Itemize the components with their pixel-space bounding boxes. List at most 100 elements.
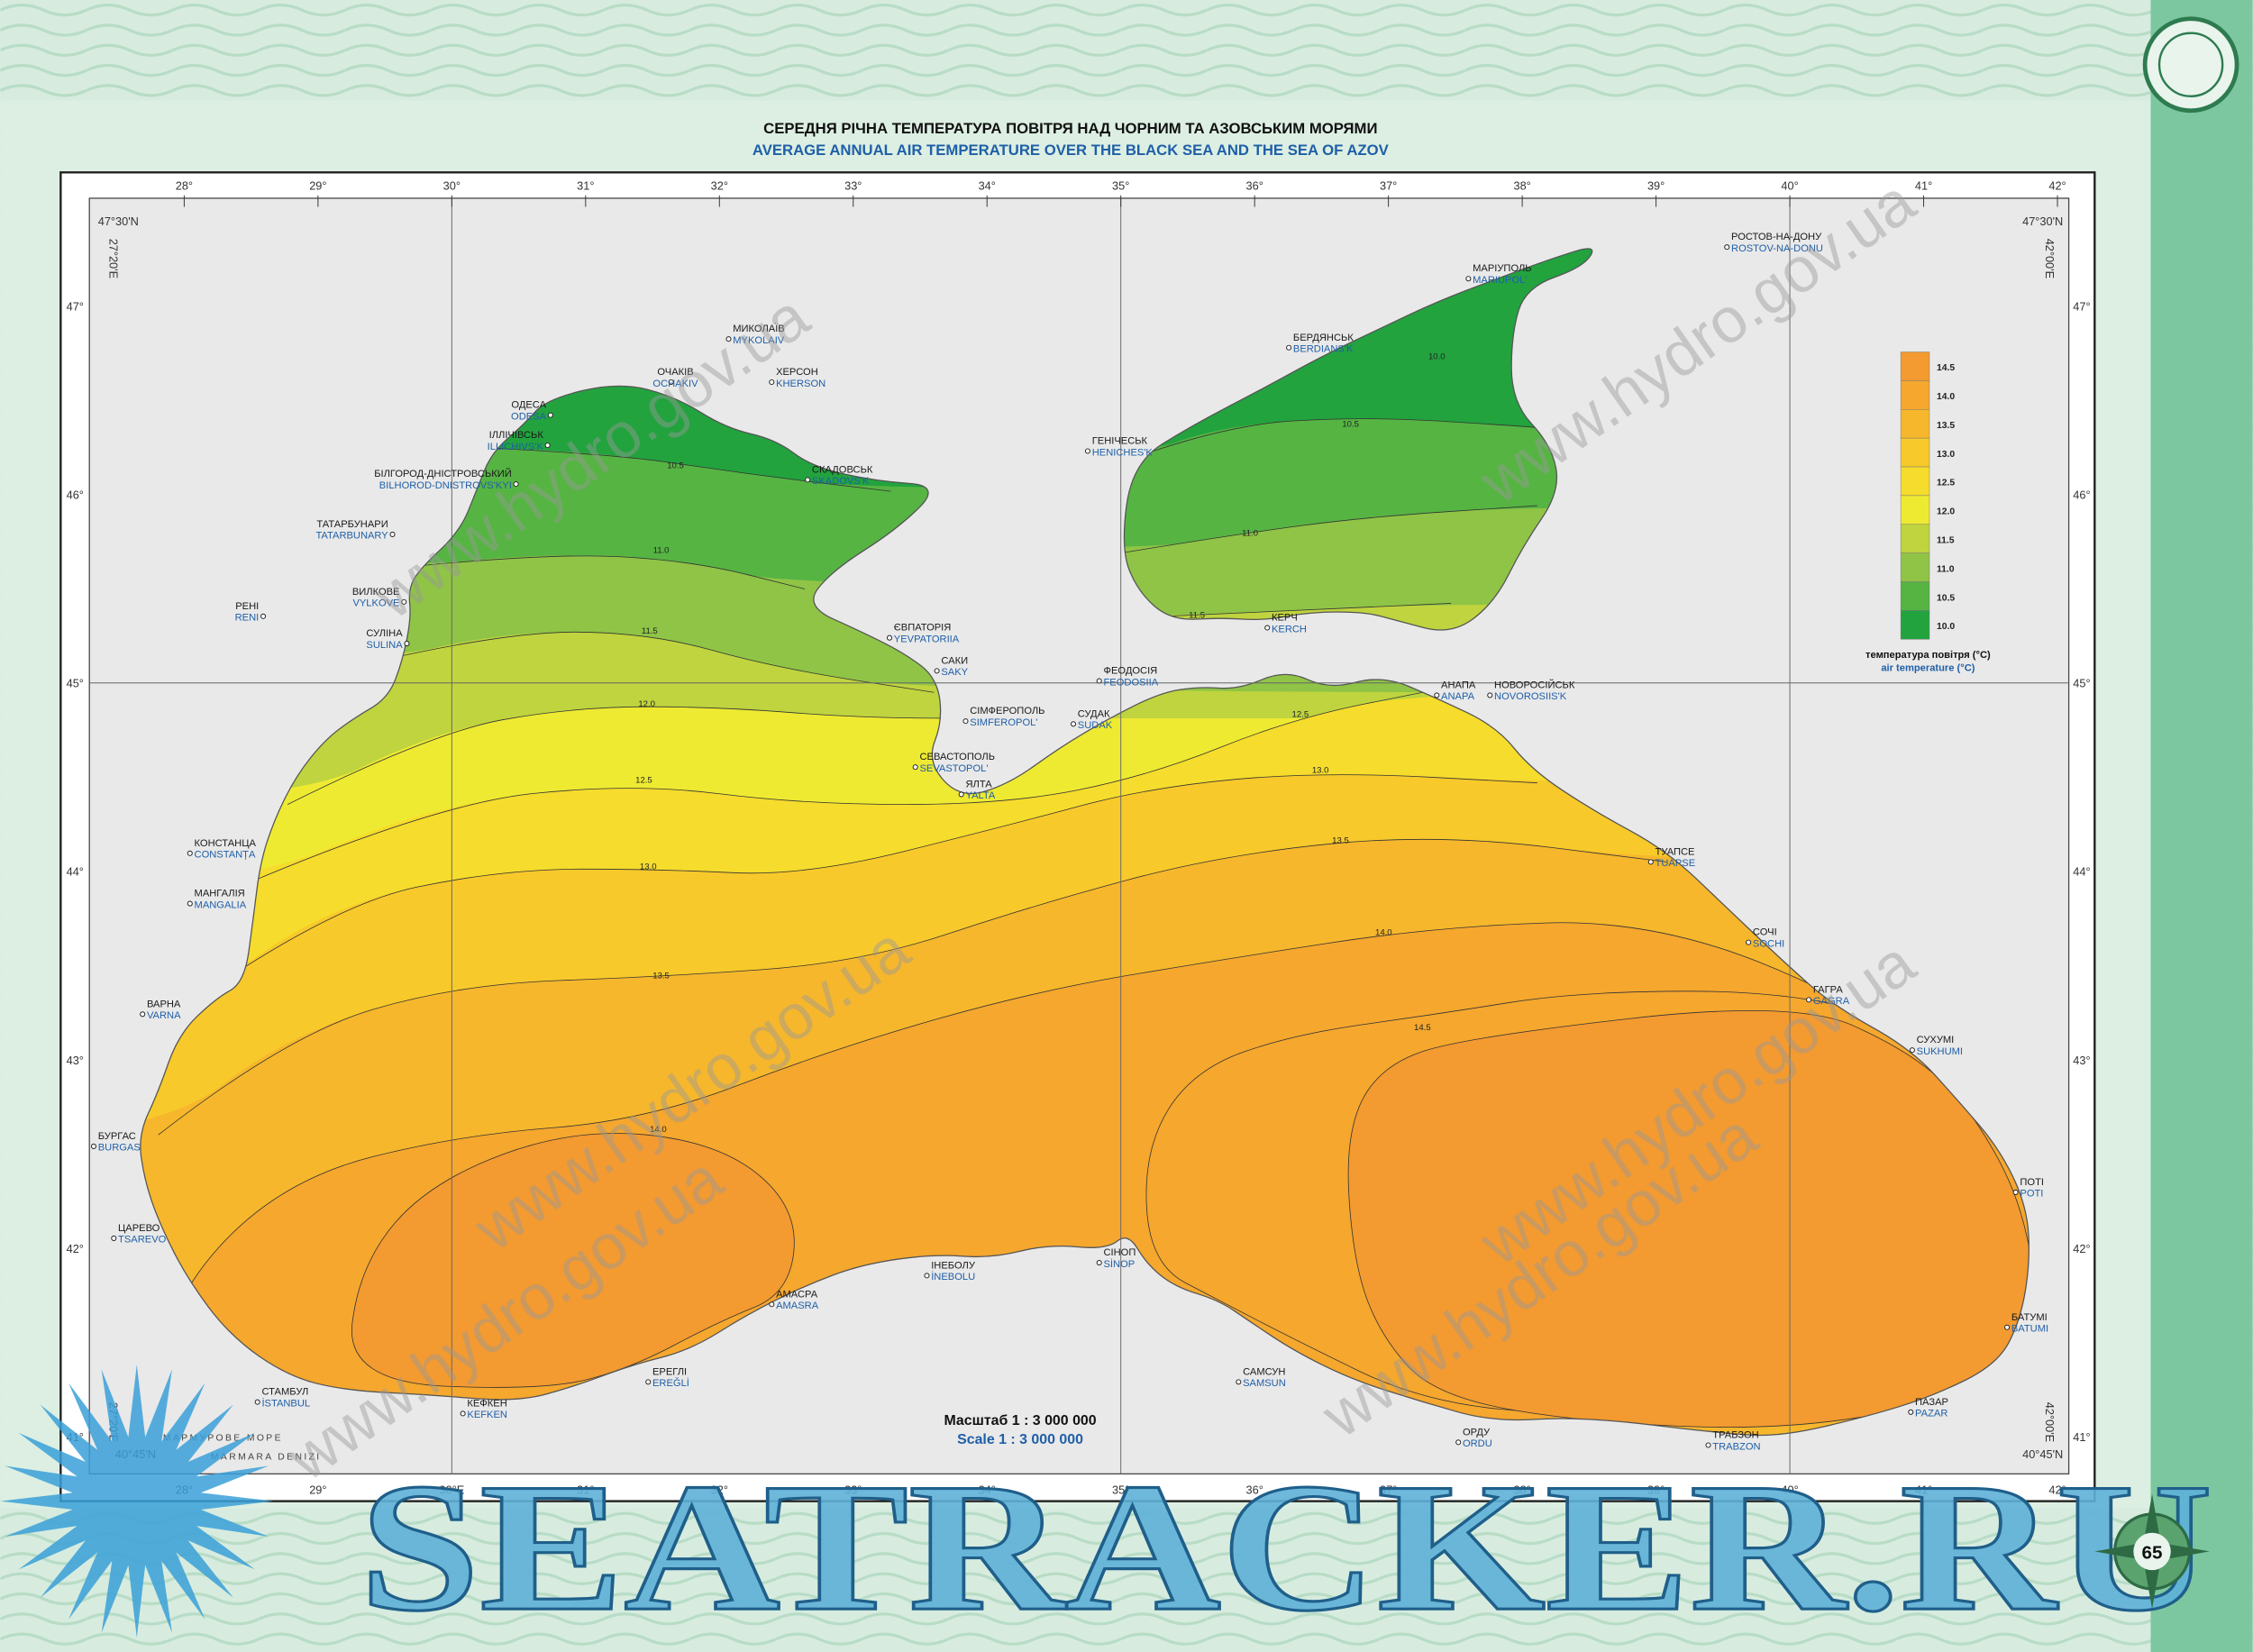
page-number: 65 [2142, 1542, 2163, 1563]
legend-swatch [1900, 409, 1930, 439]
lon-label: 38° [1513, 1483, 1530, 1497]
legend-swatch [1900, 351, 1930, 381]
place-marker [1746, 939, 1752, 945]
lon-label: 34° [979, 1483, 996, 1497]
lon-label: 32° [711, 178, 728, 192]
legend-label: 14.5 [1937, 363, 1955, 373]
legend-label: 13.0 [1937, 450, 1955, 460]
place-name-uk: ГЕНІЧЕСЬК [1092, 436, 1148, 447]
place-marker [187, 900, 193, 907]
lon-label: 31° [577, 178, 594, 192]
isotherm-label: 14.0 [1375, 928, 1392, 938]
place-name-uk: НОВОРОСІЙСЬК [1494, 679, 1575, 690]
place-name-uk: МИКОЛАЇВ [733, 324, 784, 334]
place-name-uk: ЦАРЕВО [118, 1223, 160, 1234]
place-name-en: PAZAR [1915, 1409, 1947, 1419]
place-name-uk: ПАЗАР [1915, 1397, 1948, 1408]
place-name-en: EREĞLİ [652, 1377, 689, 1389]
place-name-uk: СІМФЕРОПОЛЬ [970, 706, 1044, 716]
compass-center [2133, 1532, 2171, 1571]
lon-label: 39° [1647, 178, 1665, 192]
place-name-en: CONSTANȚA [195, 850, 256, 861]
legend-label: 12.0 [1937, 507, 1955, 517]
place-name-en: TATARBUNARY [315, 531, 388, 542]
legend-title-uk: температура повітря (°C) [1865, 650, 1991, 661]
place-name-en: MYKOLAIV [733, 335, 785, 346]
isotherm [366, 631, 935, 693]
place-name-uk: КЕРЧ [1272, 613, 1298, 624]
place-name-en: MARIUPOL' [1473, 275, 1527, 286]
place-marker [1647, 859, 1654, 865]
lon-label: 36° [1246, 1483, 1263, 1497]
place-name-uk: МАРІУПОЛЬ [1473, 263, 1531, 274]
place-name-uk: СУХУМІ [1917, 1035, 1955, 1045]
isotherm [1135, 603, 1452, 618]
place-name-en: RENI [235, 613, 260, 624]
place-marker [1070, 721, 1077, 727]
lon-label: 42° [2048, 178, 2066, 192]
place-name-en: YEVPATORIIA [894, 634, 960, 644]
isotherm-label: 13.5 [1332, 836, 1349, 846]
lon-label: 41° [1915, 1483, 1932, 1497]
scale-en: Scale 1 : 3 000 000 [957, 1432, 1083, 1447]
place-name-en: MANGALIA [195, 899, 247, 910]
isotherm [1124, 418, 1581, 463]
place-marker [513, 481, 519, 488]
place-name-uk: СУЛІНА [366, 628, 403, 639]
lat-label: 42° [2073, 1242, 2090, 1255]
place-marker [1465, 276, 1472, 282]
place-marker [140, 1011, 146, 1018]
isotherm-label: 10.0 [1428, 351, 1446, 361]
isotherm [402, 555, 806, 589]
place-name-en: İNEBOLU [931, 1271, 975, 1282]
lon-label: 34° [979, 178, 996, 192]
place-name-en: POTI [2020, 1189, 2043, 1200]
isotherm-label: 14.5 [1414, 1023, 1431, 1033]
place-marker [958, 791, 964, 798]
place-name-en: ILLICHIVS'K [488, 442, 544, 452]
place-name-uk: КОНСТАНЦА [195, 838, 257, 849]
isotherm-label: 12.5 [1292, 709, 1309, 719]
place-marker [111, 1235, 117, 1241]
place-marker [1705, 1442, 1711, 1448]
lon-label: 33° [844, 178, 862, 192]
place-name-uk: АМАСРА [776, 1289, 818, 1300]
sea-label: MARMARA DENIZI [211, 1452, 322, 1462]
place-name-en: BURGAS [98, 1143, 141, 1154]
place-name-uk: БІЛГОРОД-ДНІСТРОВСЬКИЙ [374, 468, 512, 479]
place-name-en: BILHOROD-DNISTROVS'KYI [379, 480, 512, 491]
place-name-uk: ОРДУ [1463, 1427, 1491, 1438]
place-name-en: KHERSON [776, 379, 825, 389]
brand-star [0, 1364, 274, 1638]
isotherm-label: 11.5 [642, 626, 658, 636]
lat-label: 47° [2073, 299, 2090, 313]
lon-label: 38° [1513, 178, 1530, 192]
place-name-uk: САМСУН [1243, 1366, 1285, 1377]
place-marker [668, 379, 674, 386]
place-marker [544, 443, 551, 449]
isotherm-label: 10.5 [667, 461, 684, 471]
place-name-uk: ОЧАКІВ [657, 367, 693, 378]
place-marker [1724, 244, 1730, 251]
place-name-en: TUAPSE [1656, 858, 1696, 869]
place-marker [547, 412, 553, 418]
place-marker [725, 336, 732, 342]
legend-label: 11.0 [1937, 564, 1955, 574]
place-name-uk: САКИ [941, 655, 968, 666]
legend-swatch [1900, 466, 1930, 497]
corner-coordinate: 40°45'N [2022, 1447, 2063, 1461]
place-name-uk: ТРАБЗОН [1712, 1430, 1758, 1441]
place-marker [1487, 692, 1493, 698]
lat-label: 45° [67, 677, 84, 690]
place-name-uk: ІЛЛІЧІВСЬК [489, 430, 544, 441]
lat-label: 44° [2073, 865, 2090, 879]
place-marker [805, 477, 811, 483]
place-marker [912, 764, 918, 771]
corner-coordinate: 47°30'N [98, 214, 139, 228]
corner-coordinate: 27°20'E [107, 239, 121, 278]
place-marker [2004, 1324, 2011, 1330]
lon-label: 40° [1781, 178, 1798, 192]
corner-coordinate: 47°30'N [2022, 214, 2063, 228]
